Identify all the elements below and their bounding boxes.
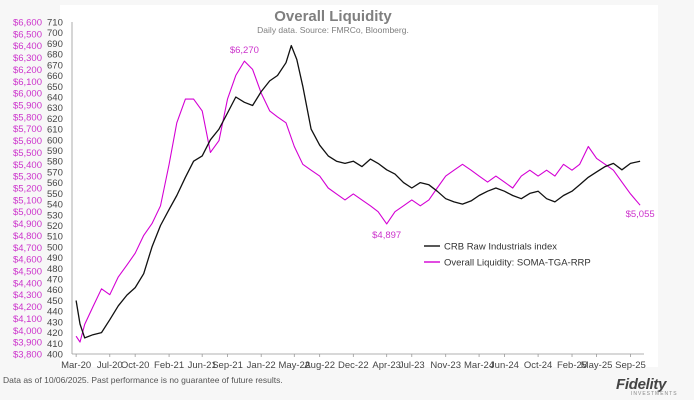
y-right-tick-label: 680 bbox=[47, 50, 63, 61]
y-left-tick-label: $6,100 bbox=[13, 77, 42, 88]
y-left-tick-label: $4,800 bbox=[13, 231, 42, 242]
y-left-tick-label: $4,500 bbox=[13, 267, 42, 278]
y-right-tick-label: 440 bbox=[47, 307, 63, 318]
y-left-tick-label: $6,600 bbox=[13, 18, 42, 29]
y-right-tick-label: 670 bbox=[47, 60, 63, 71]
x-tick-label: Jun-21 bbox=[188, 360, 217, 371]
y-left-tick-label: $4,100 bbox=[13, 314, 42, 325]
x-tick-label: Oct-20 bbox=[121, 360, 150, 371]
y-right-tick-label: 630 bbox=[47, 103, 63, 114]
legend-label: CRB Raw Industrials index bbox=[444, 242, 557, 253]
y-left-tick-label: $5,100 bbox=[13, 195, 42, 206]
series-lines bbox=[75, 44, 641, 343]
y-right-tick-label: 640 bbox=[47, 92, 63, 103]
y-right-tick-label: 660 bbox=[47, 71, 63, 82]
annotations: $6,270 $4,897 $5,055 bbox=[230, 45, 655, 241]
y-right-tick-label: 500 bbox=[47, 242, 63, 253]
chart-title: Overall Liquidity bbox=[274, 8, 392, 25]
y-right-tick-label: 550 bbox=[47, 189, 63, 200]
footnote: Data as of 10/06/2025. Past performance … bbox=[3, 375, 283, 385]
x-tick-label: Feb-25 bbox=[557, 360, 587, 371]
series-line-crb-raw-industrials bbox=[75, 44, 641, 339]
y-right-tick-label: 430 bbox=[47, 317, 63, 328]
y-right-tick-label: 650 bbox=[47, 82, 63, 93]
legend-label: Overall Liquidity: SOMA-TGA-RRP bbox=[444, 258, 591, 269]
annotation-label: $5,055 bbox=[626, 209, 655, 220]
y-left-tick-label: $4,400 bbox=[13, 278, 42, 289]
y-right-tick-label: 490 bbox=[47, 253, 63, 264]
y-left-tick-label: $5,300 bbox=[13, 172, 42, 183]
y-right-tick-label: 610 bbox=[47, 125, 63, 136]
y-left-tick-label: $5,500 bbox=[13, 148, 42, 159]
x-tick-label: Sep-21 bbox=[212, 360, 243, 371]
y-left-tick-label: $5,400 bbox=[13, 160, 42, 171]
legend: CRB Raw Industrials index Overall Liquidi… bbox=[424, 242, 591, 269]
y-right-tick-label: 700 bbox=[47, 28, 63, 39]
y-right-tick-label: 600 bbox=[47, 135, 63, 146]
annotation-label: $6,270 bbox=[230, 45, 259, 56]
y-left-tick-label: $5,700 bbox=[13, 124, 42, 135]
x-tick-label: Apr-23 bbox=[372, 360, 401, 371]
x-tick-label: Nov-23 bbox=[430, 360, 461, 371]
y-right-tick-label: 510 bbox=[47, 232, 63, 243]
y-right-tick-label: 570 bbox=[47, 167, 63, 178]
x-tick-label: May-22 bbox=[278, 360, 310, 371]
y-left-tick-label: $6,300 bbox=[13, 53, 42, 64]
y-right-tick-label: 590 bbox=[47, 146, 63, 157]
x-tick-label: Mar-20 bbox=[61, 360, 91, 371]
y-left-tick-label: $3,800 bbox=[13, 350, 42, 361]
y-right-tick-label: 520 bbox=[47, 221, 63, 232]
x-tick-label: Jan-22 bbox=[247, 360, 276, 371]
y-right-tick-label: 400 bbox=[47, 350, 63, 361]
y-right-tick-label: 530 bbox=[47, 210, 63, 221]
y-left-tick-label: $4,300 bbox=[13, 290, 42, 301]
fidelity-logo-tagline: INVESTMENTS bbox=[631, 391, 678, 397]
plot-background bbox=[60, 5, 658, 367]
chart-subtitle: Daily data. Source: FMRCo, Bloomberg. bbox=[257, 25, 409, 35]
y-right-tick-label: 410 bbox=[47, 339, 63, 350]
y-right-tick-label: 420 bbox=[47, 328, 63, 339]
y-left-tick-label: $4,000 bbox=[13, 326, 42, 337]
x-tick-label: Feb-21 bbox=[154, 360, 184, 371]
y-left-tick-label: $5,000 bbox=[13, 207, 42, 218]
axes: $3,800$3,900$4,000$4,100$4,200$4,300$4,4… bbox=[13, 18, 646, 372]
series-line-overall-liquidity bbox=[75, 60, 641, 343]
annotation-label: $4,897 bbox=[372, 230, 401, 241]
y-right-tick-label: 690 bbox=[47, 39, 63, 50]
y-left-tick-label: $6,400 bbox=[13, 41, 42, 52]
x-tick-label: May-25 bbox=[581, 360, 613, 371]
y-right-tick-label: 620 bbox=[47, 114, 63, 125]
y-right-tick-label: 540 bbox=[47, 200, 63, 211]
x-tick-label: Mar-24 bbox=[464, 360, 494, 371]
y-left-tick-label: $5,800 bbox=[13, 112, 42, 123]
y-left-tick-label: $6,200 bbox=[13, 65, 42, 76]
x-tick-label: Jun-24 bbox=[490, 360, 519, 371]
y-left-tick-label: $4,700 bbox=[13, 243, 42, 254]
x-tick-label: Dec-22 bbox=[338, 360, 369, 371]
y-left-tick-label: $4,200 bbox=[13, 302, 42, 313]
y-left-tick-label: $4,600 bbox=[13, 255, 42, 266]
y-right-tick-label: 480 bbox=[47, 264, 63, 275]
y-right-tick-label: 450 bbox=[47, 296, 63, 307]
y-right-tick-label: 710 bbox=[47, 18, 63, 29]
y-left-tick-label: $5,200 bbox=[13, 184, 42, 195]
y-left-tick-label: $5,600 bbox=[13, 136, 42, 147]
x-tick-label: Aug-22 bbox=[304, 360, 335, 371]
y-right-tick-label: 460 bbox=[47, 285, 63, 296]
x-tick-label: Jul-23 bbox=[399, 360, 425, 371]
y-left-tick-label: $3,900 bbox=[13, 338, 42, 349]
y-left-tick-label: $6,000 bbox=[13, 89, 42, 100]
y-left-tick-label: $6,500 bbox=[13, 29, 42, 40]
x-tick-label: Sep-25 bbox=[615, 360, 646, 371]
x-tick-label: Jul-20 bbox=[97, 360, 123, 371]
y-left-tick-label: $5,900 bbox=[13, 101, 42, 112]
y-right-tick-label: 560 bbox=[47, 178, 63, 189]
y-right-tick-label: 470 bbox=[47, 275, 63, 286]
x-tick-label: Oct-24 bbox=[524, 360, 553, 371]
fidelity-logo: Fidelity bbox=[616, 376, 667, 393]
y-right-tick-label: 580 bbox=[47, 157, 63, 168]
y-left-tick-label: $4,900 bbox=[13, 219, 42, 230]
